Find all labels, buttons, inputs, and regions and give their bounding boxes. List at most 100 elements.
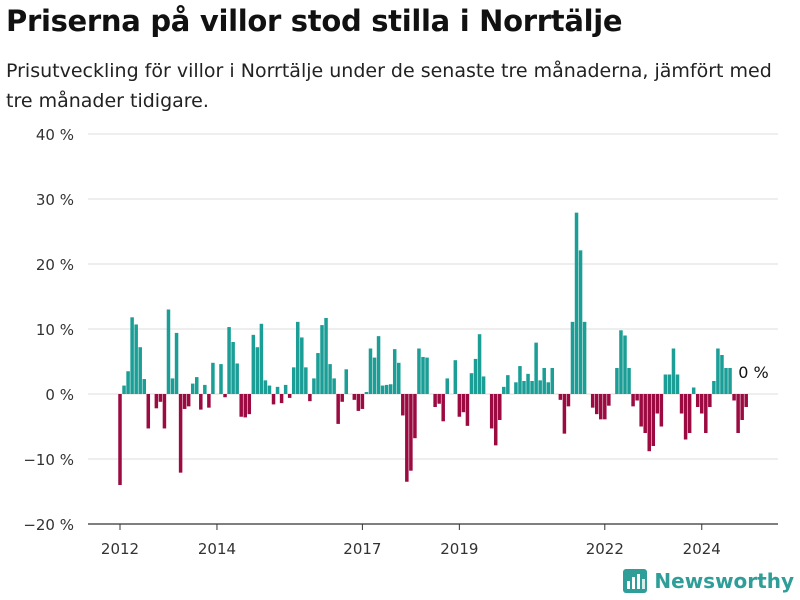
bar xyxy=(542,368,546,394)
bar xyxy=(166,309,171,394)
bar xyxy=(259,323,264,394)
bar xyxy=(388,384,393,394)
bar xyxy=(190,383,195,394)
bar xyxy=(502,386,506,394)
bar xyxy=(291,367,296,394)
last-value-label: 0 % xyxy=(738,363,768,382)
bar xyxy=(158,394,163,402)
bar xyxy=(336,394,340,424)
bar xyxy=(522,381,526,394)
bar xyxy=(700,394,704,414)
bar xyxy=(534,342,538,394)
x-tick-label: 2012 xyxy=(101,540,139,558)
bar xyxy=(223,394,227,398)
bar xyxy=(639,394,643,427)
bar xyxy=(255,347,260,394)
bar xyxy=(211,362,215,394)
bar xyxy=(441,394,445,422)
bar xyxy=(667,374,672,394)
bar xyxy=(550,368,555,394)
bar xyxy=(712,381,716,394)
bar xyxy=(514,382,518,394)
bar xyxy=(118,394,122,485)
bar xyxy=(308,394,312,402)
bar xyxy=(744,394,748,407)
x-tick-label: 2014 xyxy=(198,540,236,558)
bar xyxy=(296,321,300,394)
x-tick-label: 2024 xyxy=(683,540,721,558)
bar xyxy=(328,364,332,394)
bar xyxy=(384,384,389,394)
bar xyxy=(352,394,357,400)
bar xyxy=(231,342,235,394)
bar xyxy=(239,394,243,417)
bar xyxy=(578,250,583,394)
bar xyxy=(445,378,449,394)
bar xyxy=(134,324,138,394)
x-tick-label: 2019 xyxy=(440,540,478,558)
bar xyxy=(170,378,175,394)
bar xyxy=(732,394,736,401)
bar xyxy=(558,394,563,400)
bar xyxy=(320,325,324,394)
bar xyxy=(162,394,167,429)
y-tick-label: 10 % xyxy=(36,321,74,339)
bar xyxy=(651,394,656,446)
bar xyxy=(623,335,627,394)
bar xyxy=(582,321,587,394)
bar xyxy=(178,394,183,473)
bar xyxy=(574,212,579,394)
bar xyxy=(126,371,130,394)
x-tick-label: 2017 xyxy=(343,540,381,558)
y-tick-label: −20 % xyxy=(23,516,74,534)
bar xyxy=(380,385,385,394)
bar xyxy=(195,377,199,394)
y-tick-label: 20 % xyxy=(36,256,74,274)
bar xyxy=(457,394,462,417)
bar xyxy=(154,394,159,409)
bar xyxy=(304,367,308,394)
bar xyxy=(360,394,365,409)
bar xyxy=(590,394,595,408)
bar xyxy=(465,394,470,426)
y-tick-label: −10 % xyxy=(23,451,74,469)
bar xyxy=(716,348,720,394)
bar xyxy=(635,394,639,401)
bar xyxy=(659,394,664,427)
bar xyxy=(562,394,567,434)
bar xyxy=(570,321,575,394)
bar xyxy=(627,368,631,394)
bar xyxy=(740,394,744,420)
bar xyxy=(227,327,231,394)
bar xyxy=(243,394,247,418)
bar xyxy=(631,394,635,407)
bar xyxy=(437,394,441,404)
bar xyxy=(417,348,421,394)
bar xyxy=(247,394,252,415)
bar xyxy=(122,385,126,394)
bar xyxy=(489,394,494,429)
bar xyxy=(251,334,256,394)
bar xyxy=(481,376,486,394)
bar xyxy=(594,394,599,415)
bar xyxy=(203,384,207,394)
bar xyxy=(683,394,688,440)
bar xyxy=(643,394,647,433)
bar xyxy=(663,374,668,394)
bar xyxy=(526,373,530,394)
bar xyxy=(708,394,712,407)
bar xyxy=(324,317,328,394)
bar xyxy=(671,348,676,394)
bar xyxy=(146,394,151,429)
bar xyxy=(724,368,728,394)
bar xyxy=(130,317,134,394)
bar xyxy=(615,368,619,394)
bar xyxy=(603,394,607,420)
x-tick-label: 2022 xyxy=(586,540,624,558)
bar xyxy=(473,358,478,394)
bar xyxy=(397,362,401,394)
bar xyxy=(372,357,377,394)
bar xyxy=(316,353,320,394)
bar xyxy=(275,386,280,394)
